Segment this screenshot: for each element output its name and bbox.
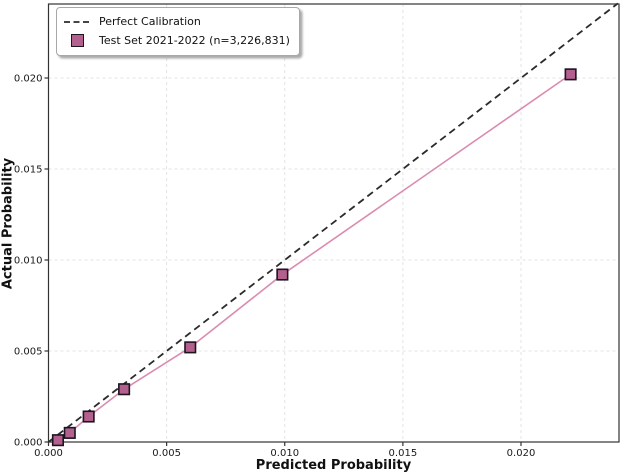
x-tick-label: 0.005 <box>152 448 181 459</box>
y-tick-label: 0.005 <box>14 347 43 358</box>
data-point-marker <box>63 426 76 439</box>
y-tick-label: 0.000 <box>14 438 43 449</box>
calibration-curve <box>57 73 572 441</box>
data-point-marker <box>276 268 289 281</box>
dashed-line-swatch-icon <box>64 20 91 23</box>
x-tick-label: 0.000 <box>34 448 63 459</box>
x-tick-label: 0.010 <box>270 448 299 459</box>
y-tick-label: 0.020 <box>14 74 43 85</box>
y-tick-label: 0.015 <box>14 165 43 176</box>
legend-entry-perfect-calibration: Perfect Calibration <box>64 12 290 31</box>
data-point-marker <box>184 341 197 354</box>
y-tick-label: 0.010 <box>14 256 43 267</box>
data-point-marker <box>82 410 95 423</box>
data-point-marker <box>118 383 131 396</box>
x-tick-label: 0.020 <box>507 448 536 459</box>
y-axis-title: Actual Probability <box>0 157 16 290</box>
x-axis-title: Predicted Probability <box>255 458 412 473</box>
data-point-marker <box>51 434 65 447</box>
data-point-marker <box>564 68 577 81</box>
x-tick-label: 0.015 <box>389 448 418 459</box>
legend: Perfect Calibration Test Set 2021-2022 (… <box>56 7 300 56</box>
square-marker-swatch-icon <box>71 34 84 47</box>
legend-label-perfect-calibration: Perfect Calibration <box>99 15 201 28</box>
legend-entry-test-set: Test Set 2021-2022 (n=3,226,831) <box>64 31 290 50</box>
legend-label-test-set: Test Set 2021-2022 (n=3,226,831) <box>99 34 290 47</box>
plot-border <box>47 3 620 443</box>
perfect-calibration-line <box>47 2 619 443</box>
